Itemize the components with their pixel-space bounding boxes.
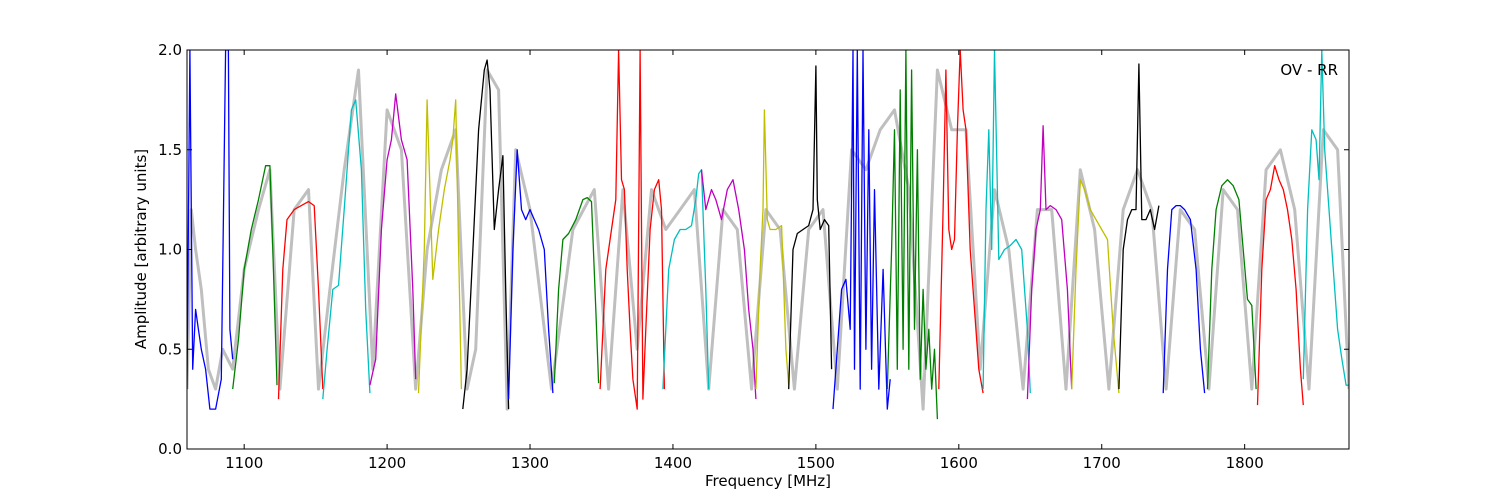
series-line-18 — [1026, 125, 1073, 400]
x-tick-label: 1700 — [1083, 454, 1121, 472]
series-line-11 — [700, 169, 757, 400]
x-tick-label: 1400 — [654, 454, 692, 472]
series-layer — [187, 50, 1349, 420]
series-line-8 — [553, 196, 600, 384]
series-line-16 — [938, 50, 984, 394]
series-line-3 — [322, 99, 371, 400]
ticks-layer: 1100 1200 1300 1400 1500 1600 1700 1800 0.0 0.5 1.… — [158, 41, 1349, 472]
x-tick-label: 1300 — [511, 454, 549, 472]
series-line-19 — [1071, 179, 1120, 394]
envelope-layer — [187, 68, 1349, 411]
series-line-13 — [788, 65, 833, 390]
x-tick-label: 1100 — [225, 454, 263, 472]
y-tick-label: 0.5 — [158, 340, 182, 358]
y-axis-label: Amplitude [arbitrary units] — [132, 149, 150, 349]
envelope-line-0 — [187, 68, 1349, 411]
series-line-15 — [886, 50, 939, 420]
series-line-9 — [599, 50, 666, 410]
series-line-12 — [755, 109, 790, 390]
series-line-22 — [1206, 179, 1257, 390]
y-tick-label: 1.5 — [158, 141, 182, 159]
series-line-7 — [507, 149, 554, 400]
series-line-14 — [832, 50, 891, 410]
x-tick-label: 1800 — [1226, 454, 1264, 472]
series-line-10 — [662, 169, 710, 390]
series-line-4 — [369, 93, 417, 386]
series-line-0 — [187, 50, 234, 410]
x-tick-label: 1500 — [797, 454, 835, 472]
series-line-21 — [1162, 204, 1206, 394]
series-line-20 — [1118, 63, 1160, 390]
series-line-2 — [277, 200, 324, 400]
y-tick-label: 0.0 — [158, 440, 182, 458]
series-line-5 — [417, 99, 463, 394]
x-tick-label: 1600 — [940, 454, 978, 472]
series-line-1 — [232, 165, 278, 390]
x-axis-label: Frequency [MHz] — [705, 472, 831, 490]
series-line-6 — [462, 59, 510, 410]
series-line-17 — [982, 50, 1031, 394]
chart-annotation: OV - RR — [1280, 61, 1338, 79]
series-line-23 — [1256, 165, 1304, 406]
y-tick-label: 2.0 — [158, 41, 182, 59]
series-line-24 — [1302, 50, 1349, 386]
y-tick-label: 1.0 — [158, 241, 182, 259]
x-tick-label: 1200 — [368, 454, 406, 472]
